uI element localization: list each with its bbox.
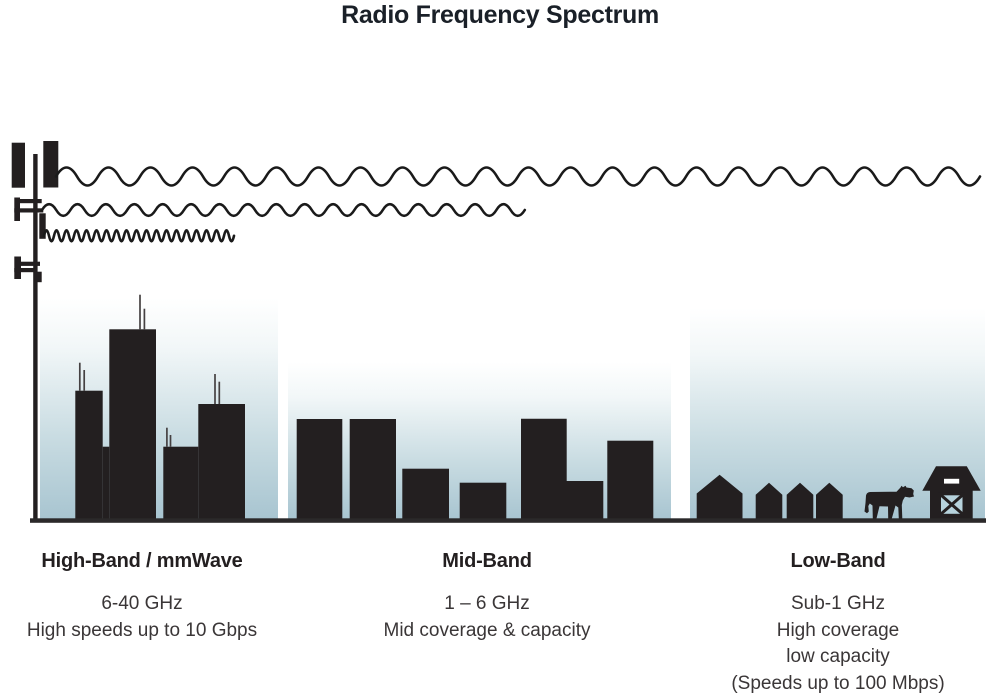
cell-tower-icon (11, 141, 59, 521)
band-detail-line: High coverage (776, 619, 900, 641)
wave-medium-wavelength (40, 202, 527, 218)
barn-loft-vent (944, 478, 960, 484)
band-label-high: High-Band / mmWave (41, 550, 243, 572)
band-detail-line: Sub-1 GHz (791, 593, 885, 614)
band-details-mid: 1 – 6 GHz Mid coverage & capacity (337, 591, 637, 644)
house-icon (755, 482, 783, 521)
band-details-low: Sub-1 GHz High coverage low capacity (Sp… (688, 591, 988, 697)
band-label-low: Low-Band (790, 550, 886, 572)
cow-icon (864, 485, 914, 519)
band-detail-line: Mid coverage & capacity (383, 619, 591, 641)
barn-icon (922, 466, 981, 519)
house-icon (816, 482, 843, 521)
wave-long-wavelength (54, 166, 982, 187)
ground-line (30, 518, 986, 523)
band-detail-line: 6-40 GHz (101, 593, 183, 614)
band-details-high: 6-40 GHz High speeds up to 10 Gbps (2, 591, 282, 644)
band-detail-line: 1 – 6 GHz (444, 593, 530, 614)
rural-scene-low-band (696, 466, 981, 521)
skyline-mid-band-icon (296, 418, 654, 521)
rooftop-antennas (78, 294, 221, 447)
house-icon (696, 474, 743, 521)
wave-short-wavelength (42, 228, 236, 243)
house-icon (786, 482, 814, 521)
band-detail-line: High speeds up to 10 Gbps (26, 619, 258, 641)
band-label-mid: Mid-Band (442, 550, 532, 572)
diagram-title: Radio Frequency Spectrum (341, 1, 659, 29)
skyline-high-band-icon (75, 294, 245, 522)
band-detail-line: low capacity (786, 646, 890, 667)
band-detail-line: (Speeds up to 100 Mbps) (731, 672, 945, 694)
